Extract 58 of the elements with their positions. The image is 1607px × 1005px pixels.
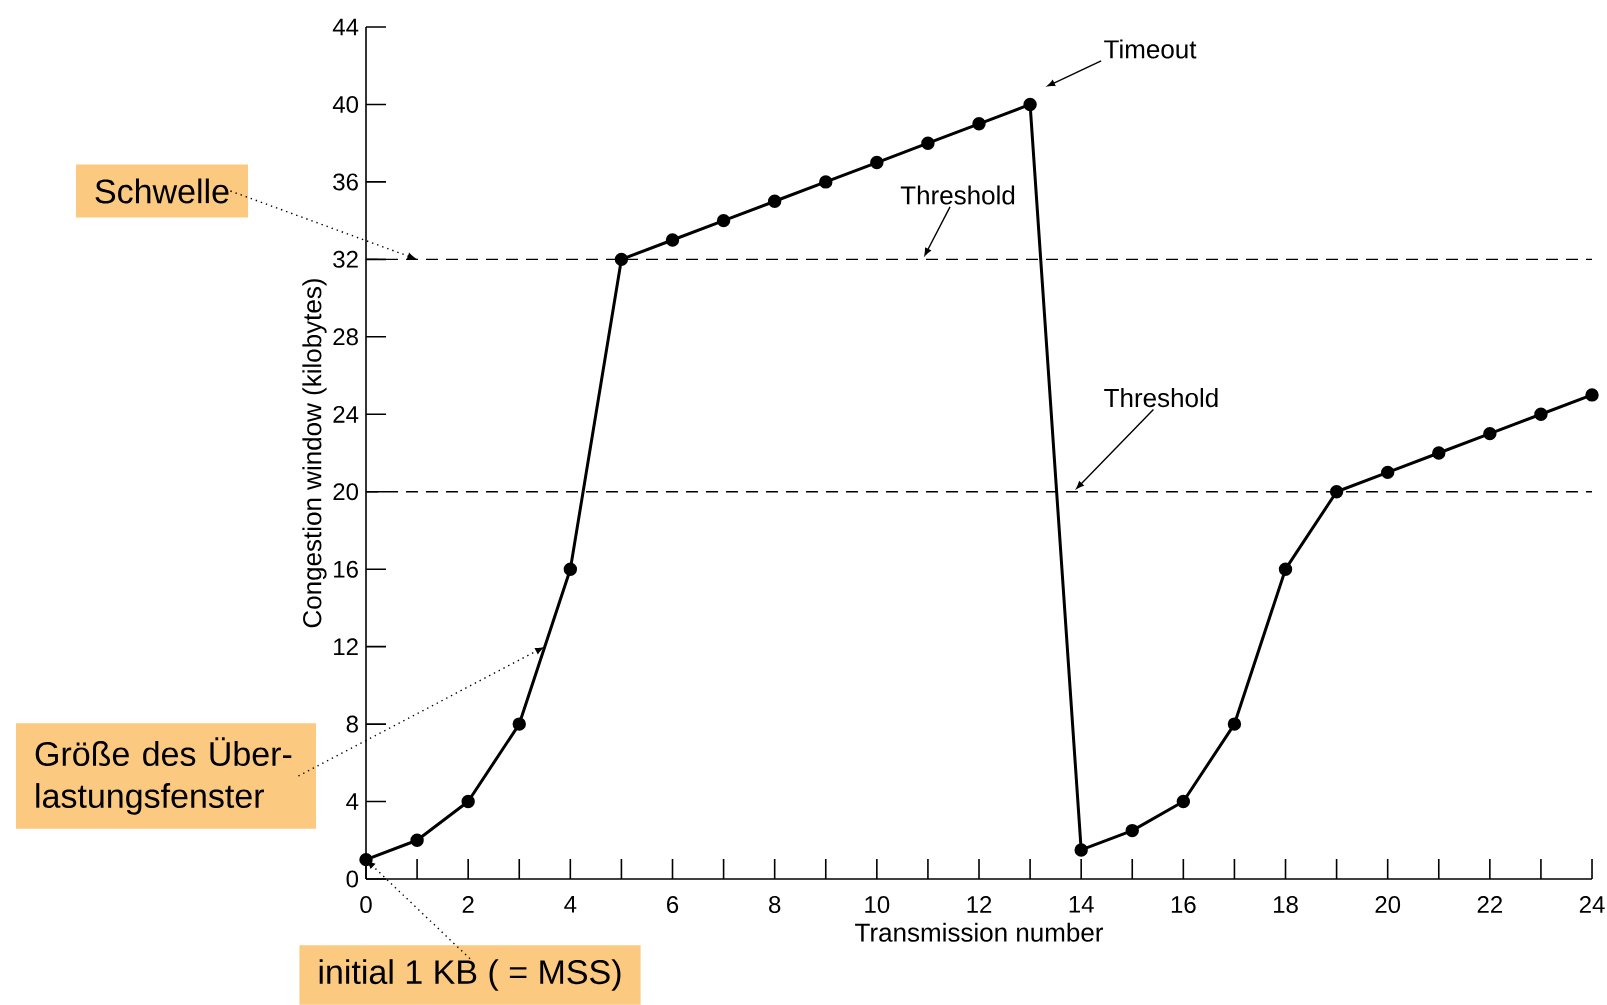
point bbox=[1023, 97, 1037, 112]
y-tick-label: 36 bbox=[333, 173, 358, 191]
annotation: Timeout bbox=[1104, 39, 1197, 59]
point bbox=[614, 252, 629, 267]
x-tick-label: 6 bbox=[667, 896, 679, 914]
x-tick-label: 4 bbox=[564, 896, 577, 913]
point bbox=[921, 136, 935, 150]
y-tick-label: 24 bbox=[333, 405, 359, 423]
y-tick-label: 0 bbox=[346, 870, 359, 888]
point bbox=[1329, 485, 1344, 499]
point bbox=[1432, 446, 1446, 460]
ref-line-label: Threshold bbox=[900, 185, 1015, 205]
x-tick-label: 16 bbox=[1171, 896, 1196, 914]
x-tick-label: 12 bbox=[967, 896, 992, 913]
x-tick-label: 22 bbox=[1477, 896, 1502, 913]
y-tick-label: 12 bbox=[334, 638, 358, 656]
point bbox=[1380, 465, 1395, 480]
point bbox=[1483, 426, 1497, 441]
point bbox=[359, 852, 373, 867]
y-tick-label: 20 bbox=[333, 483, 359, 501]
point bbox=[716, 213, 731, 228]
point bbox=[410, 833, 424, 847]
y-tick-label: 44 bbox=[332, 18, 359, 36]
point bbox=[1585, 388, 1599, 402]
x-tick-label: 8 bbox=[769, 896, 781, 914]
y-tick-label: 4 bbox=[346, 793, 359, 810]
annotation: Größe des Über-lastungsfenster bbox=[35, 737, 292, 815]
point bbox=[1278, 562, 1293, 576]
point bbox=[767, 194, 782, 208]
x-tick-label: 2 bbox=[462, 896, 474, 913]
annotation: initial 1 KB ( = MSS) bbox=[319, 959, 621, 991]
x-tick-label: 10 bbox=[865, 896, 890, 914]
point bbox=[461, 794, 475, 809]
x-tick-label: 0 bbox=[360, 896, 372, 914]
point bbox=[512, 717, 526, 731]
x-tick-label: 20 bbox=[1375, 896, 1401, 914]
point bbox=[1534, 407, 1548, 421]
ref-line-label: Threshold bbox=[1104, 388, 1218, 408]
point bbox=[819, 175, 833, 189]
y-tick-label: 16 bbox=[334, 560, 358, 578]
y-tick-label: 40 bbox=[332, 95, 359, 113]
y-tick-label: 8 bbox=[346, 715, 358, 733]
x-tick-label: 24 bbox=[1579, 896, 1605, 913]
point bbox=[1176, 794, 1191, 809]
y-tick-label: 32 bbox=[333, 250, 358, 268]
point bbox=[870, 155, 884, 170]
point bbox=[1074, 843, 1088, 857]
x-tick-label: 14 bbox=[1069, 896, 1094, 913]
x-tick-label: 18 bbox=[1274, 896, 1298, 914]
point bbox=[665, 233, 680, 247]
annotation: Schwelle bbox=[95, 178, 229, 204]
point bbox=[1227, 717, 1242, 731]
point bbox=[972, 117, 986, 131]
point bbox=[563, 562, 578, 576]
y-tick-label: 28 bbox=[333, 328, 358, 346]
y-axis-title: Congestion window (kilobytes) bbox=[302, 279, 327, 628]
x-axis-title: Transmission number bbox=[855, 922, 1104, 942]
point bbox=[1125, 823, 1139, 838]
